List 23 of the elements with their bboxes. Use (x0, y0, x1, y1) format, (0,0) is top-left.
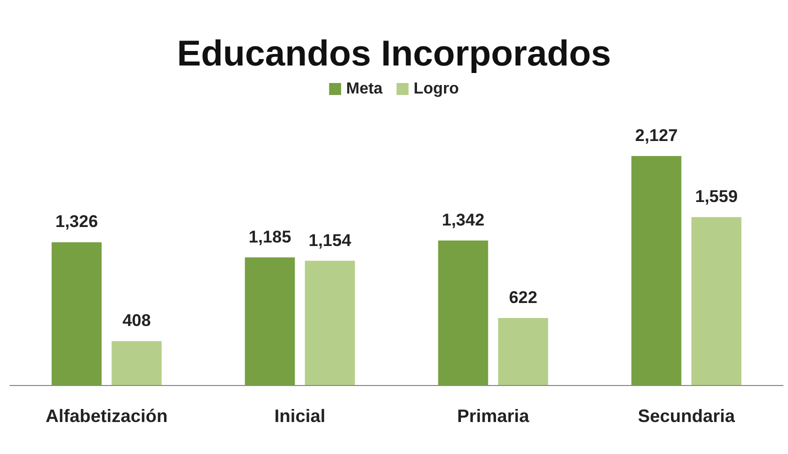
data-label: 1,154 (308, 230, 352, 250)
bar (438, 240, 488, 385)
bar (691, 217, 742, 385)
bar (304, 260, 355, 385)
chart-title: Educandos Incorporados (176, 32, 612, 74)
data-label: 1,326 (55, 212, 98, 232)
data-label: 1,342 (442, 210, 484, 230)
bar (244, 257, 295, 385)
data-label: 2,127 (635, 126, 678, 145)
data-label: 408 (122, 311, 151, 330)
x-tick-label: Primaria (457, 406, 530, 426)
data-label: 1,185 (248, 227, 292, 246)
bar (112, 341, 162, 385)
x-tick-label: Alfabetización (46, 406, 168, 426)
bar (631, 156, 682, 385)
legend-label: Logro (414, 80, 460, 98)
bar (52, 242, 102, 385)
x-tick-label: Secundaria (638, 406, 736, 426)
legend-label: Meta (346, 80, 383, 98)
data-label: 1,559 (695, 187, 738, 206)
data-label: 622 (508, 288, 538, 308)
bar (498, 318, 548, 385)
x-tick-label: Inicial (274, 406, 326, 426)
